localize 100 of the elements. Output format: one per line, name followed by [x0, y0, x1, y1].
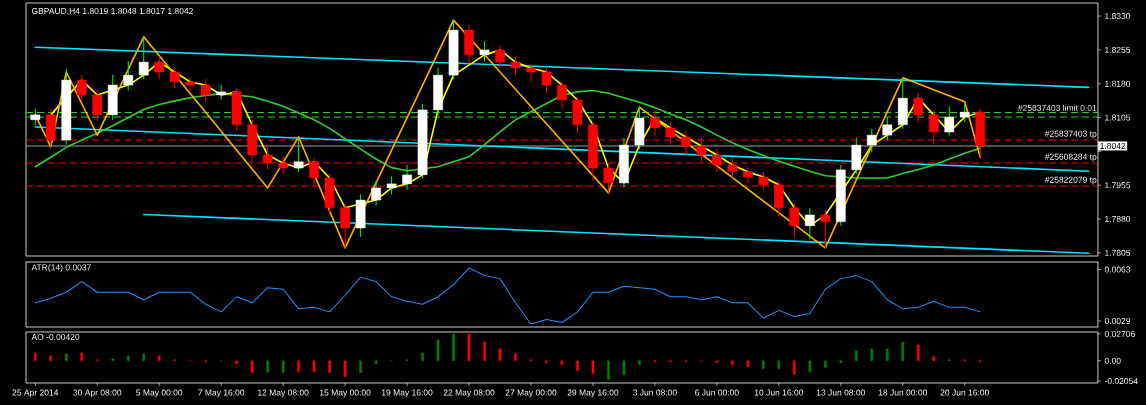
candlestick	[743, 166, 753, 184]
bar	[328, 360, 331, 373]
y-tick-label: 1.7955	[1105, 182, 1131, 189]
ref-line-label: 1.8042	[1100, 142, 1126, 149]
text: GBPAUD,H4 1.8019 1.8048 1.8017 1.8042	[31, 8, 193, 16]
bar	[855, 350, 858, 361]
candlestick	[820, 209, 831, 249]
candlestick	[479, 40, 490, 62]
x-tick-label: 29 May 16:00	[567, 389, 619, 398]
bar	[762, 360, 765, 369]
bar	[932, 356, 936, 361]
x-tick-label: 18 Jun 00:00	[878, 389, 928, 396]
y-tick-label: -0.02054	[1104, 378, 1138, 385]
bar	[312, 360, 316, 372]
bar	[901, 341, 905, 361]
candlestick	[866, 128, 877, 153]
bar	[142, 353, 146, 361]
y-tick-label: 0.00	[1104, 357, 1121, 364]
bar	[281, 360, 285, 373]
x-tick-label: 6 Jun 00:00	[695, 389, 739, 396]
bar	[777, 360, 781, 369]
candlestick	[541, 67, 552, 94]
bar	[746, 360, 750, 367]
bar	[34, 352, 37, 361]
candlestick	[944, 105, 955, 137]
x-tick-label: 10 Jun 16:00	[754, 389, 804, 396]
bar	[235, 360, 238, 364]
bar	[157, 355, 161, 361]
bar	[591, 360, 595, 374]
bar	[126, 355, 130, 361]
bar	[514, 353, 517, 361]
x-tick-label: 3 Jun 08:00	[633, 389, 677, 396]
bar	[885, 348, 889, 361]
candlestick	[882, 117, 893, 141]
bar	[916, 344, 920, 361]
bar	[808, 360, 812, 372]
candlestick	[789, 202, 800, 238]
y-tick-label: 0.0029	[1104, 317, 1131, 324]
y-tick-label: 1.8180	[1105, 80, 1131, 87]
bar	[576, 360, 579, 371]
bar	[64, 353, 68, 361]
candlestick	[804, 207, 815, 240]
bar	[343, 360, 347, 377]
candlestick	[959, 103, 970, 123]
x-tick-label: 7 May 16:00	[198, 389, 245, 398]
candlestick	[92, 88, 103, 122]
ref-line-label: #25822079 tp	[1044, 176, 1097, 185]
candlestick	[169, 67, 180, 89]
bar	[793, 360, 796, 375]
bar	[452, 333, 455, 361]
candlestick	[76, 74, 87, 103]
candlestick	[650, 110, 660, 137]
chart-title: ATR(14) 0.0037	[31, 264, 91, 273]
ref-line-label: #25837403 tp	[1044, 130, 1097, 139]
x-tick-label: 20 Jun 16:00	[940, 389, 989, 396]
bar	[374, 360, 378, 364]
y-tick-label: 1.7805	[1105, 249, 1131, 256]
x-tick-label: 22 May 08:00	[443, 389, 495, 398]
bar	[359, 360, 362, 373]
candlestick	[154, 56, 165, 80]
candlestick	[293, 137, 304, 173]
candlestick	[371, 180, 381, 206]
chart-title: AO -0.00420	[31, 333, 80, 340]
x-tick-label: 30 Apr 08:00	[73, 389, 122, 398]
bar	[467, 333, 471, 361]
y-tick-label: 1.8105	[1105, 114, 1131, 121]
y-tick-label: 0.0063	[1104, 266, 1131, 273]
candlestick	[386, 175, 397, 195]
x-tick-label: 27 May 00:00	[505, 389, 557, 398]
y-tick-label: 1.8330	[1105, 13, 1131, 20]
bar	[498, 348, 502, 361]
bar	[731, 360, 734, 365]
bar	[421, 352, 424, 361]
bar	[607, 360, 610, 380]
x-tick-label: 15 May 00:00	[320, 389, 371, 398]
y-tick-label: 1.7880	[1105, 216, 1131, 223]
x-tick-label: 25 Apr 2014	[12, 389, 59, 398]
candlestick	[510, 56, 521, 76]
ref-line-label: #25608284 tp	[1044, 153, 1097, 162]
bar	[297, 360, 300, 372]
bar	[560, 360, 564, 365]
y-tick-label: 1.8255	[1105, 46, 1131, 53]
candlestick	[495, 44, 505, 69]
y-tick-label: 0.02706	[1104, 330, 1135, 337]
x-tick-label: 13 Jun 08:00	[816, 389, 866, 396]
candlestick	[402, 164, 412, 191]
bar	[824, 360, 827, 368]
bar	[483, 341, 486, 361]
candlestick	[557, 80, 567, 110]
bar	[266, 360, 269, 373]
bar	[80, 352, 84, 361]
x-tick-label: 12 May 08:00	[258, 389, 309, 398]
ref-line-label: #25837403 limit 0.01	[1017, 104, 1097, 111]
bar	[638, 360, 641, 365]
bar	[622, 360, 626, 375]
bar	[49, 355, 53, 361]
x-tick-label: 19 May 16:00	[381, 389, 433, 398]
candlestick	[138, 36, 149, 80]
candlestick	[526, 62, 536, 82]
candlestick	[340, 202, 350, 249]
